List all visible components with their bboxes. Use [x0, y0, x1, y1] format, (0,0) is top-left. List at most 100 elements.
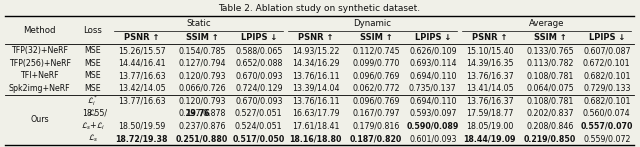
Text: 0.179/0.816: 0.179/0.816 [352, 122, 399, 131]
Text: 0.108/0.781: 0.108/0.781 [526, 96, 573, 105]
Text: LPIPS ↓: LPIPS ↓ [415, 33, 451, 42]
Text: 0.108/0.781: 0.108/0.781 [526, 71, 573, 80]
Text: 0.670/0.093: 0.670/0.093 [235, 96, 282, 105]
Text: 13.76/16.37: 13.76/16.37 [466, 96, 513, 105]
Text: $\mathcal{L}_s$+$\mathcal{L}_i$: $\mathcal{L}_s$+$\mathcal{L}_i$ [81, 120, 105, 132]
Text: TFP(32)+NeRF: TFP(32)+NeRF [11, 46, 68, 55]
Text: TFP(256)+NeRF: TFP(256)+NeRF [8, 59, 70, 68]
Text: TFI+NeRF: TFI+NeRF [20, 71, 59, 80]
Text: 0.626/0.109: 0.626/0.109 [409, 46, 456, 55]
Text: 0.527/0.051: 0.527/0.051 [235, 109, 283, 118]
Text: 18.44/19.09: 18.44/19.09 [463, 134, 516, 143]
Text: LPIPS ↓: LPIPS ↓ [241, 33, 277, 42]
Text: 0.208/0.846: 0.208/0.846 [526, 122, 573, 131]
Text: 13.77/16.63: 13.77/16.63 [118, 71, 166, 80]
Text: 0.729/0.133: 0.729/0.133 [583, 84, 630, 93]
Text: PSNR ↑: PSNR ↑ [472, 33, 508, 42]
Text: 18.50/19.59: 18.50/19.59 [118, 122, 165, 131]
Text: 13.76/16.11: 13.76/16.11 [292, 96, 339, 105]
Text: 0.127/0.794: 0.127/0.794 [178, 59, 226, 68]
Text: 14.93/15.22: 14.93/15.22 [292, 46, 339, 55]
Text: 14.39/16.35: 14.39/16.35 [466, 59, 513, 68]
Text: 0.682/0.101: 0.682/0.101 [583, 71, 630, 80]
Text: 14.44/16.41: 14.44/16.41 [118, 59, 166, 68]
Text: 0.120/0.793: 0.120/0.793 [178, 71, 226, 80]
Text: 0.237/0.878: 0.237/0.878 [179, 109, 226, 118]
Text: LPIPS ↓: LPIPS ↓ [589, 33, 625, 42]
Text: 13.42/14.05: 13.42/14.05 [118, 84, 166, 93]
Text: 0.064/0.075: 0.064/0.075 [526, 84, 573, 93]
Text: 13.76/16.37: 13.76/16.37 [466, 71, 513, 80]
Text: SSIM ↑: SSIM ↑ [360, 33, 392, 42]
Text: 0.062/0.772: 0.062/0.772 [352, 84, 400, 93]
Text: 0.113/0.782: 0.113/0.782 [526, 59, 573, 68]
Text: 18.72/19.38: 18.72/19.38 [115, 134, 168, 143]
Text: 0.724/0.129: 0.724/0.129 [235, 84, 282, 93]
Text: 0.096/0.769: 0.096/0.769 [352, 96, 399, 105]
Text: 0.588/0.065: 0.588/0.065 [235, 46, 282, 55]
Text: 0.099/0.770: 0.099/0.770 [352, 59, 399, 68]
Text: 15.10/15.40: 15.10/15.40 [466, 46, 513, 55]
Text: Loss: Loss [83, 26, 102, 35]
Text: $\mathcal{L}_i^*$: $\mathcal{L}_i^*$ [87, 93, 99, 108]
Text: Ours: Ours [30, 115, 49, 124]
Text: MSE: MSE [84, 84, 101, 93]
Text: SSIM ↑: SSIM ↑ [534, 33, 566, 42]
Text: $\mathcal{L}_s$: $\mathcal{L}_s$ [88, 133, 98, 144]
Text: 0.219/0.850: 0.219/0.850 [524, 134, 576, 143]
Text: 0.187/0.820: 0.187/0.820 [350, 134, 402, 143]
Text: 13.76/16.11: 13.76/16.11 [292, 71, 339, 80]
Text: Average: Average [529, 19, 564, 28]
Text: 18.16/18.80: 18.16/18.80 [289, 134, 342, 143]
Text: 0.694/0.110: 0.694/0.110 [409, 71, 456, 80]
Text: 0.066/0.726: 0.066/0.726 [178, 84, 226, 93]
Text: MSE: MSE [84, 71, 101, 80]
Text: 0.682/0.101: 0.682/0.101 [583, 96, 630, 105]
Text: PSNR ↑: PSNR ↑ [298, 33, 333, 42]
Text: 0.652/0.088: 0.652/0.088 [235, 59, 282, 68]
Text: Table 2. Ablation study on synthetic dataset.: Table 2. Ablation study on synthetic dat… [218, 4, 420, 13]
Text: 16.63/17.79: 16.63/17.79 [292, 109, 339, 118]
Text: 18.55/: 18.55/ [83, 109, 108, 118]
Text: 13.39/14.04: 13.39/14.04 [292, 84, 339, 93]
Text: 0.202/0.837: 0.202/0.837 [526, 109, 573, 118]
Text: 14.34/16.29: 14.34/16.29 [292, 59, 339, 68]
Text: 0.560/0.074: 0.560/0.074 [583, 109, 630, 118]
Text: 13.77/16.63: 13.77/16.63 [118, 96, 166, 105]
Text: 0.670/0.093: 0.670/0.093 [235, 71, 282, 80]
Text: Static: Static [186, 19, 211, 28]
Text: 0.517/0.050: 0.517/0.050 [233, 134, 285, 143]
Text: 0.694/0.110: 0.694/0.110 [409, 96, 456, 105]
Text: 19.76: 19.76 [185, 109, 210, 118]
Text: SSIM ↑: SSIM ↑ [186, 33, 218, 42]
Text: Dynamic: Dynamic [353, 19, 392, 28]
Text: 0.601/0.093: 0.601/0.093 [409, 134, 456, 143]
Text: 0.120/0.793: 0.120/0.793 [178, 96, 226, 105]
Text: 17.61/18.41: 17.61/18.41 [292, 122, 339, 131]
Text: MSE: MSE [84, 46, 101, 55]
Text: 0.590/0.089: 0.590/0.089 [406, 122, 459, 131]
Text: 0.237/0.876: 0.237/0.876 [178, 122, 226, 131]
Text: 0.593/0.097: 0.593/0.097 [409, 109, 456, 118]
Text: 0.096/0.769: 0.096/0.769 [352, 71, 399, 80]
Text: 0.133/0.765: 0.133/0.765 [526, 46, 573, 55]
Text: 18.05/19.00: 18.05/19.00 [466, 122, 513, 131]
Text: 0.251/0.880: 0.251/0.880 [176, 134, 228, 143]
Text: 0.672/0.101: 0.672/0.101 [583, 59, 630, 68]
Text: 17.59/18.77: 17.59/18.77 [466, 109, 513, 118]
Text: 0.557/0.070: 0.557/0.070 [580, 122, 633, 131]
Text: 0.735/0.137: 0.735/0.137 [409, 84, 456, 93]
Text: PSNR ↑: PSNR ↑ [124, 33, 159, 42]
Text: Spk2img+NeRF: Spk2img+NeRF [9, 84, 70, 93]
Text: 0.167/0.797: 0.167/0.797 [352, 109, 400, 118]
Text: 13.41/14.05: 13.41/14.05 [466, 84, 513, 93]
Text: 0.559/0.072: 0.559/0.072 [583, 134, 630, 143]
Text: 0.154/0.785: 0.154/0.785 [178, 46, 226, 55]
Text: Method: Method [23, 26, 56, 35]
Text: 15.26/15.57: 15.26/15.57 [118, 46, 166, 55]
Text: $\mathcal{L}_i$: $\mathcal{L}_i$ [88, 108, 97, 119]
Text: 0.524/0.051: 0.524/0.051 [235, 122, 283, 131]
Text: 0.607/0.087: 0.607/0.087 [583, 46, 630, 55]
Text: MSE: MSE [84, 59, 101, 68]
Text: 0.693/0.114: 0.693/0.114 [409, 59, 456, 68]
